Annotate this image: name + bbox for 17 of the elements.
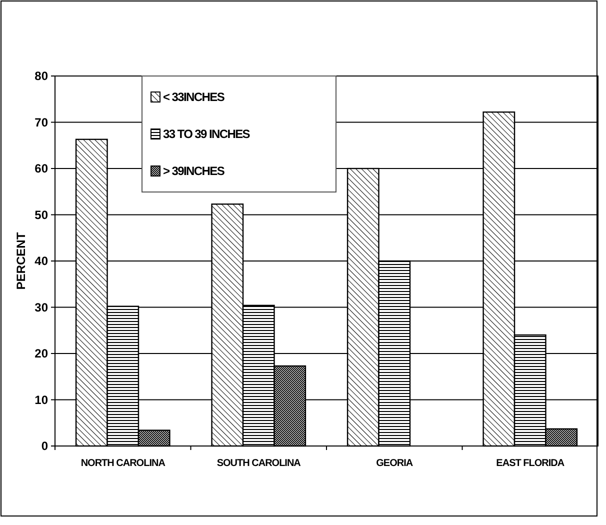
y-tick-label: 80 <box>34 69 48 84</box>
x-tick-label: SOUTH CAROLINA <box>216 458 301 469</box>
y-tick-label: 40 <box>34 254 48 268</box>
x-tick-label: GEORIA <box>376 458 413 469</box>
y-tick-label: 50 <box>34 208 48 222</box>
x-tick-label: EAST FLORIDA <box>496 458 564 469</box>
legend-label: > 39INCHES <box>163 164 225 178</box>
y-tick-label: 20 <box>34 346 48 361</box>
y-tick-label: 0 <box>41 439 48 454</box>
y-tick-label: 60 <box>34 162 48 176</box>
y-tick-label: 30 <box>34 300 48 314</box>
legend-label: < 33INCHES <box>163 90 225 104</box>
legend-label: 33 TO 39 INCHES <box>163 127 250 142</box>
y-tick-label: 70 <box>34 115 48 130</box>
y-axis-title: PERCENT <box>14 232 28 290</box>
x-tick-label: NORTH CAROLINA <box>80 458 166 469</box>
y-tick-label: 10 <box>34 392 48 407</box>
